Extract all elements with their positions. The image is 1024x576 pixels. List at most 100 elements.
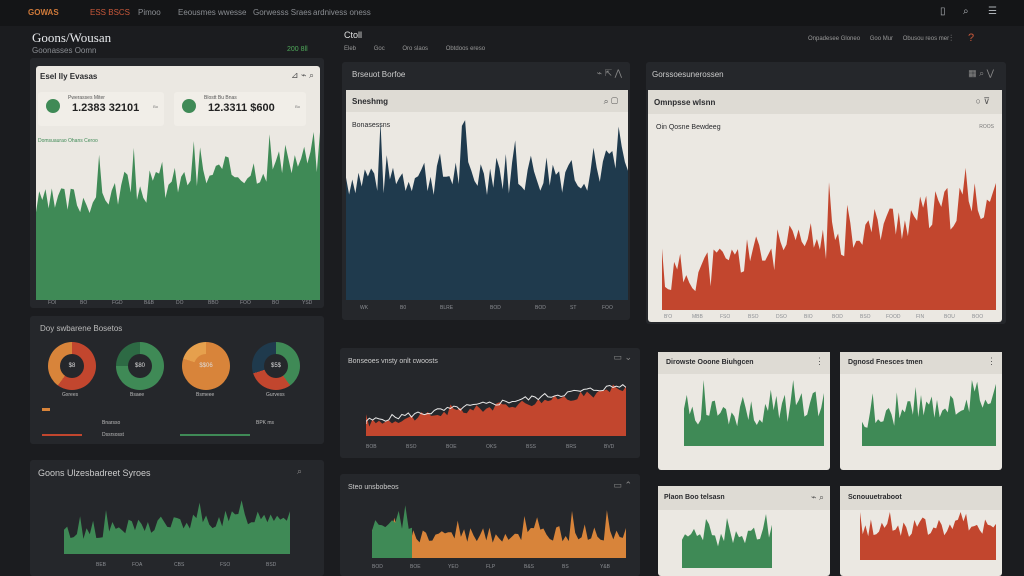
chart-4-xtick-5: BSD xyxy=(266,562,277,568)
card-red-title: Scnouuetraboot xyxy=(848,494,902,501)
chart-2-xtick-3: BLRE xyxy=(440,305,454,311)
chart-1-xtick-7: FOO xyxy=(240,300,251,306)
chart-6-xtick-7: Y&B xyxy=(600,564,611,570)
chart-3-xtick-12: BOO xyxy=(972,314,984,320)
filter-3[interactable]: Oro slaos xyxy=(402,46,429,52)
donut-4-label: Gurvess xyxy=(266,392,285,398)
filter-title: Ctoll xyxy=(344,30,363,40)
filter-icon[interactable]: ⫶ xyxy=(950,33,953,43)
chart-2-xaxis: WK B0 BLRE BOD BOD ST FOO xyxy=(350,305,628,315)
chart-1-title: Domsuaurao Ohans Ceroo xyxy=(38,138,98,144)
chart-4-xtick-1: BEB xyxy=(96,562,107,568)
donut-1[interactable]: $8 xyxy=(48,342,96,390)
card-green-1-chart xyxy=(684,380,824,446)
help-icon[interactable]: ? xyxy=(968,32,975,44)
kpi-2-sub: Bo xyxy=(295,104,300,109)
nav-item-2[interactable]: Eeousmes wwesse xyxy=(178,8,247,17)
lock-icon[interactable]: ▯ xyxy=(940,6,946,17)
right-filter-1[interactable]: Onpadesee Gloneo xyxy=(808,36,861,42)
right-filter-3[interactable]: Obusou reos mer xyxy=(902,36,950,42)
card-green-2-menu-icon[interactable]: ⋮ xyxy=(987,356,996,366)
chart-3-subtitle: Oin Qosne Bewdeeg xyxy=(656,124,721,131)
chart-3-xtick-11: BOU xyxy=(944,314,955,320)
top-nav-bar: GOWAS ESS BSCS Pimoo Eeousmes wwesse Gor… xyxy=(0,0,1024,26)
panel-orange-title: Steo unsbobeos xyxy=(348,484,399,491)
panel-red-tools-icon[interactable]: ▦ ⌕ ⋁ xyxy=(968,68,994,78)
kpi-1-label: Pwerasses Miter xyxy=(68,95,105,101)
panel-overview-tools-icon[interactable]: ⊿ ⌁ ⌕ xyxy=(290,70,314,80)
panel-bottom-green-zoom-icon[interactable]: ⌕ xyxy=(296,466,302,476)
chart-4-xtick-4: FSO xyxy=(220,562,231,568)
panel-orange-tools-icon[interactable]: ▭ ⌃ xyxy=(613,480,632,490)
nav-item-1[interactable]: Pimoo xyxy=(138,8,161,17)
legend-bar-red xyxy=(42,434,82,436)
panel-red-header: Omnpsse wlsnn ○ ⊽ xyxy=(648,90,1002,114)
panel-navy-tools-icon[interactable]: ⌁ ⇱ ⋀ xyxy=(596,68,622,78)
chart-3-corner-value: ROOS xyxy=(979,124,994,130)
donut-2[interactable]: $80 xyxy=(116,342,164,390)
chart-3-xtick-5: DSO xyxy=(776,314,787,320)
nav-item-active[interactable]: ESS BSCS xyxy=(90,8,131,17)
donut-2-value: $80 xyxy=(128,354,152,378)
kpi-2-indicator-icon xyxy=(182,99,196,113)
middle-red-area-chart xyxy=(366,384,626,436)
kpi-1-value: 1.2383 32101 xyxy=(72,102,140,114)
kpi-1-indicator-icon xyxy=(46,99,60,113)
nav-item-3[interactable]: Gorwesss Sraes xyxy=(253,8,312,17)
search-icon[interactable]: ⌕ xyxy=(963,6,969,17)
chart-6-xtick-3: YEO xyxy=(448,564,459,570)
nav-item-4[interactable]: ardnivess oness xyxy=(313,8,371,17)
chart-2-zoom-icon[interactable]: ⌕ ▢ xyxy=(603,96,618,106)
card-green-1-header: Dirowste Ooone Biuhgcen ⋮ xyxy=(658,352,830,374)
card-green-2-header: Dgnosd Fnesces tmen ⋮ xyxy=(840,352,1002,374)
donut-1-value: $8 xyxy=(60,354,84,378)
chart-2-xtick-5: BOD xyxy=(535,305,546,311)
chart-3-xtick-9: FOOD xyxy=(886,314,901,320)
kpi-1-sub: Bo xyxy=(153,104,158,109)
page-subvalue: 200 8ll xyxy=(287,46,308,53)
panel-overview-title: Esel lly Evasas xyxy=(40,72,98,81)
chart-5-xtick-2: BSO xyxy=(406,444,417,450)
filter-4[interactable]: Obtdoos ereso xyxy=(445,46,486,52)
chart-3-xtick-3: FSO xyxy=(720,314,731,320)
chart-4-xtick-3: CBS xyxy=(174,562,185,568)
chart-3-xtick-1: B'O xyxy=(664,314,673,320)
panel-middle-red-title: Bonseoes vnsty onlt cwoosts xyxy=(348,358,438,365)
chart-4-xaxis: BEB FOA CBS FSO BSD xyxy=(70,562,290,570)
chart-5-xtick-5: BSS xyxy=(526,444,537,450)
card-mixed-tools-icon[interactable]: ⌁ ⌕ xyxy=(811,492,824,502)
donut-3-label: Bsmeee xyxy=(196,392,215,398)
chart-6-xtick-6: BS xyxy=(562,564,569,570)
page-subtitle: Goonasses Oomn xyxy=(32,46,97,55)
donut-4-value: $5$ xyxy=(264,354,288,378)
menu-icon[interactable]: ☰ xyxy=(988,6,997,17)
chart-1-xaxis: FOI BO FGD B&B DO BBO FOO BO YSD xyxy=(40,300,320,308)
chart-5-xtick-4: OKS xyxy=(486,444,497,450)
chart-5-xaxis: BOB BSO BOE OKS BSS BRS BVD xyxy=(366,444,626,452)
card-green-2-chart xyxy=(862,380,996,446)
legend-swatch-orange xyxy=(42,408,50,411)
chart-1-xtick-6: BBO xyxy=(208,300,219,306)
chart-6-xaxis: BOD BOE YEO FLP B&S BS Y&B xyxy=(372,564,626,572)
chart-2-xtick-4: BOD xyxy=(490,305,501,311)
right-filter-2[interactable]: Goo Mur xyxy=(869,36,894,42)
chart-5-xtick-6: BRS xyxy=(566,444,577,450)
donut-3[interactable]: $$06 xyxy=(182,342,230,390)
card-green-1-menu-icon[interactable]: ⋮ xyxy=(815,356,824,366)
donut-4[interactable]: $5$ xyxy=(252,342,300,390)
chart-1-xtick-8: BO xyxy=(272,300,280,306)
panel-middle-red-tools-icon[interactable]: ▭ ⌄ xyxy=(613,352,632,362)
chart-6-xtick-5: B&S xyxy=(524,564,535,570)
donut-2-label: Bsaee xyxy=(130,392,145,398)
filter-2[interactable]: Goc xyxy=(373,46,385,52)
kpi-card-1[interactable]: Pwerasses Miter 1.2383 32101 Bo xyxy=(38,92,164,126)
legend-label-2: Dssrsosst xyxy=(102,432,124,438)
filter-1[interactable]: Eleb xyxy=(344,46,357,52)
chart-3-xtick-7: BOD xyxy=(832,314,843,320)
chart-6-xtick-4: FLP xyxy=(486,564,496,570)
chart-3-settings-icon[interactable]: ○ ⊽ xyxy=(975,96,990,106)
chart-3-xtick-6: BIO xyxy=(804,314,813,320)
chart-6-xtick-2: BOE xyxy=(410,564,421,570)
chart-2-xtick-6: ST xyxy=(570,305,577,311)
kpi-card-2[interactable]: Blostt Bu Bnas 12.3311 $600 Bo xyxy=(174,92,306,126)
